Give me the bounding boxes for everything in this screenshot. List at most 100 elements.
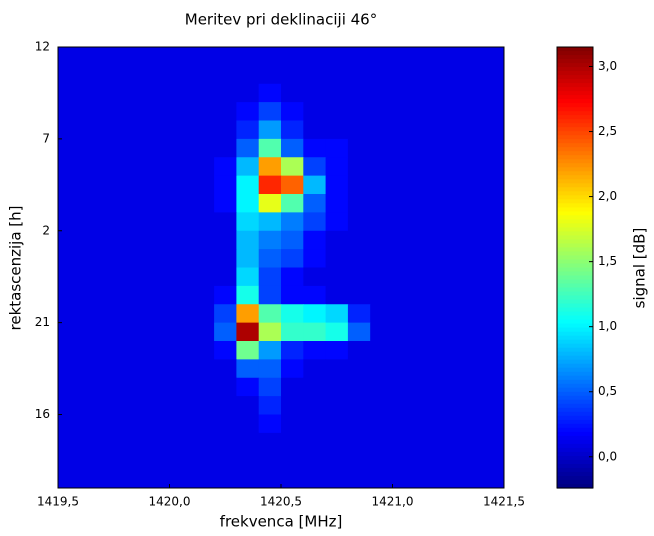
- heat-cell: [169, 469, 193, 489]
- heat-cell: [147, 359, 170, 379]
- heat-cell: [147, 120, 170, 140]
- heat-cell: [481, 138, 505, 158]
- heat-cell: [102, 212, 126, 232]
- colorbar-step: [557, 287, 593, 293]
- colorbar-tick-label: 2,5: [598, 124, 617, 138]
- heat-cell: [347, 414, 371, 434]
- x-tick-label: 1421,5: [483, 495, 525, 509]
- heat-cell: [214, 469, 237, 489]
- heat-cell: [347, 285, 371, 305]
- heat-cell: [325, 102, 349, 121]
- heat-cell: [325, 267, 349, 287]
- colorbar-step: [557, 163, 593, 168]
- heat-cell: [392, 414, 416, 434]
- heat-cell: [191, 322, 215, 342]
- heat-cell: [258, 451, 282, 471]
- heat-cell: [481, 249, 505, 268]
- colorbar-step: [557, 407, 593, 413]
- colorbar-step: [557, 207, 593, 212]
- heat-cell: [437, 377, 460, 397]
- heat-cell: [169, 341, 193, 360]
- heat-cell: [58, 304, 81, 324]
- heat-cell: [281, 322, 304, 342]
- heat-cell: [124, 285, 148, 305]
- heat-cell: [414, 285, 438, 305]
- heat-cell: [147, 414, 170, 434]
- colorbar-step: [557, 291, 593, 297]
- heat-cell: [459, 359, 483, 379]
- heat-cell: [80, 432, 104, 452]
- heat-cell: [481, 157, 505, 177]
- heat-cell: [147, 230, 170, 250]
- heat-cell: [80, 322, 104, 342]
- heat-cell: [191, 469, 215, 489]
- y-axis-label: rektascenzija [h]: [7, 205, 25, 330]
- heat-cell: [281, 120, 304, 140]
- colorbar-step: [557, 131, 593, 136]
- colorbar-step: [557, 387, 593, 393]
- heat-cell: [281, 83, 304, 103]
- heat-cell: [80, 65, 104, 85]
- heat-cell: [191, 359, 215, 379]
- colorbar-step: [557, 99, 593, 104]
- heat-cell: [236, 212, 260, 232]
- heat-cell: [258, 194, 282, 213]
- heat-cell: [191, 194, 215, 213]
- x-tick-label: 1421,0: [372, 495, 414, 509]
- heat-cell: [58, 175, 81, 195]
- heat-cell: [481, 212, 505, 232]
- heat-cell: [58, 138, 81, 158]
- heat-cell: [437, 322, 460, 342]
- heat-cell: [392, 432, 416, 452]
- heat-cell: [214, 249, 237, 268]
- heat-cell: [191, 138, 215, 158]
- heat-cell: [147, 175, 170, 195]
- heat-cell: [303, 102, 327, 121]
- heat-cell: [80, 83, 104, 103]
- heat-cell: [325, 212, 349, 232]
- colorbar-step: [557, 411, 593, 417]
- heat-cell: [414, 120, 438, 140]
- heat-cell: [258, 212, 282, 232]
- heat-cell: [58, 194, 81, 213]
- colorbar-step: [557, 347, 593, 353]
- heat-cell: [459, 414, 483, 434]
- heat-cell: [481, 469, 505, 489]
- heat-cell: [414, 138, 438, 158]
- colorbar-step: [557, 403, 593, 409]
- heat-cell: [214, 377, 237, 397]
- heat-cell: [281, 469, 304, 489]
- heat-cell: [437, 175, 460, 195]
- colorbar-step: [557, 179, 593, 184]
- heat-cell: [236, 267, 260, 287]
- heat-cell: [124, 414, 148, 434]
- heat-cell: [124, 377, 148, 397]
- heat-cell: [437, 102, 460, 121]
- colorbar-step: [557, 391, 593, 397]
- heat-cell: [481, 83, 505, 103]
- heat-cell: [437, 285, 460, 305]
- heat-cell: [303, 249, 327, 268]
- heat-cell: [80, 359, 104, 379]
- heat-cell: [102, 267, 126, 287]
- heat-cell: [80, 341, 104, 360]
- heat-cell: [214, 83, 237, 103]
- colorbar-tick-label: 1,0: [598, 319, 617, 333]
- colorbar-step: [557, 383, 593, 389]
- y-tick-label: 16: [35, 407, 50, 421]
- heat-cell: [303, 47, 327, 66]
- heat-cell: [459, 47, 483, 66]
- heat-cell: [147, 396, 170, 415]
- heat-cell: [124, 212, 148, 232]
- colorbar-tick-label: 0,0: [598, 449, 617, 463]
- heat-cell: [147, 469, 170, 489]
- heat-cell: [258, 414, 282, 434]
- colorbar-step: [557, 63, 593, 68]
- heat-cell: [214, 120, 237, 140]
- heat-cell: [102, 451, 126, 471]
- heat-cell: [80, 377, 104, 397]
- colorbar-step: [557, 363, 593, 369]
- heat-cell: [80, 451, 104, 471]
- heat-cell: [347, 194, 371, 213]
- heat-cell: [325, 65, 349, 85]
